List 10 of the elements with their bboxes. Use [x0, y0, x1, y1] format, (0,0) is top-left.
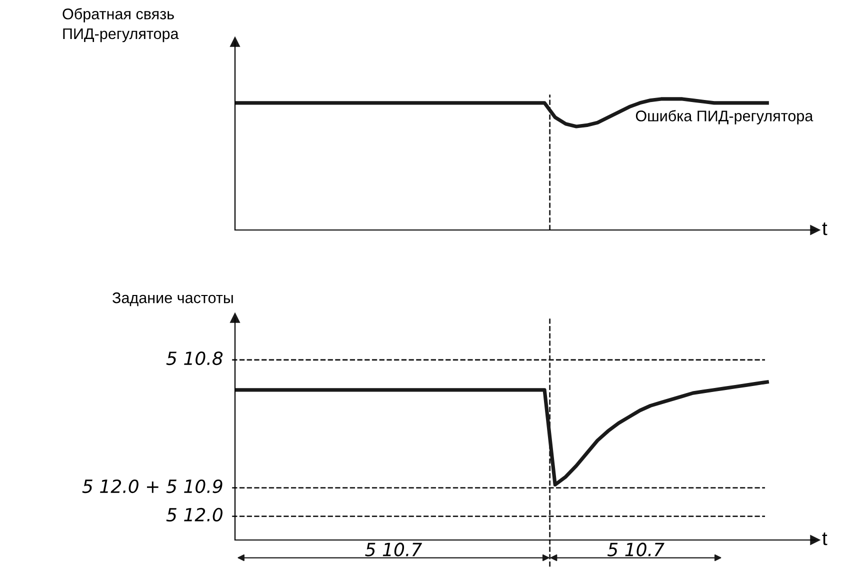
text: 5 10.7 — [365, 542, 422, 556]
y-axis-title: Обратная связь ПИД-регулятора — [62, 8, 179, 42]
x-axis-title: t — [822, 532, 828, 546]
annotation: Ошибка ПИД-регулятора — [636, 110, 814, 124]
text: 5 12.0 + 5 10.9 — [82, 479, 222, 494]
y-axis-title: Задание частоты — [112, 292, 233, 306]
text: 5 10.7 — [607, 542, 664, 556]
x-axis-title: t — [822, 222, 828, 236]
text: 5 10.8 — [166, 351, 223, 366]
text: 5 12.0 — [166, 508, 222, 522]
